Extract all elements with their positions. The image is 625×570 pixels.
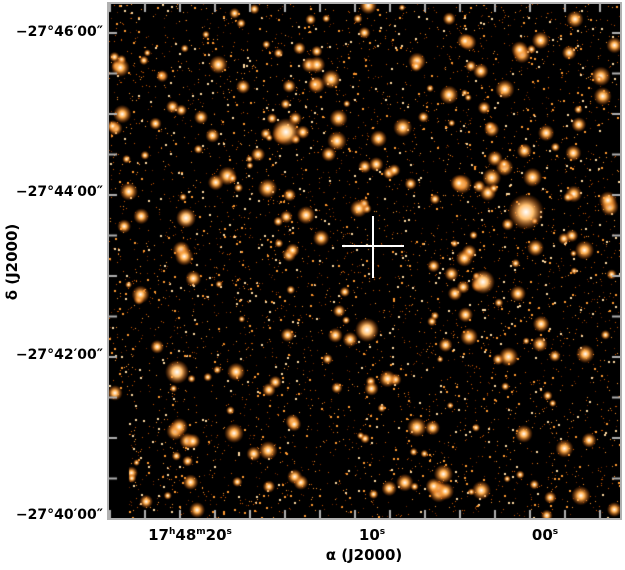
x-tick-label: 00s: [531, 526, 559, 544]
sky-image-frame: [107, 2, 622, 520]
star-field-image: [109, 4, 620, 518]
x-axis-title: α (J2000): [325, 546, 403, 564]
y-axis-title: δ (J2000): [3, 223, 21, 301]
y-tick-label: −27°44′00″: [15, 184, 103, 200]
x-tick-label: 17h48m20s: [148, 526, 232, 544]
x-tick-label: 10s: [358, 526, 386, 544]
target-cross-vertical: [372, 216, 374, 278]
y-tick-label: −27°46′00″: [15, 24, 103, 40]
y-tick-label: −27°42′00″: [15, 347, 103, 363]
y-tick-label: −27°40′00″: [15, 507, 103, 523]
